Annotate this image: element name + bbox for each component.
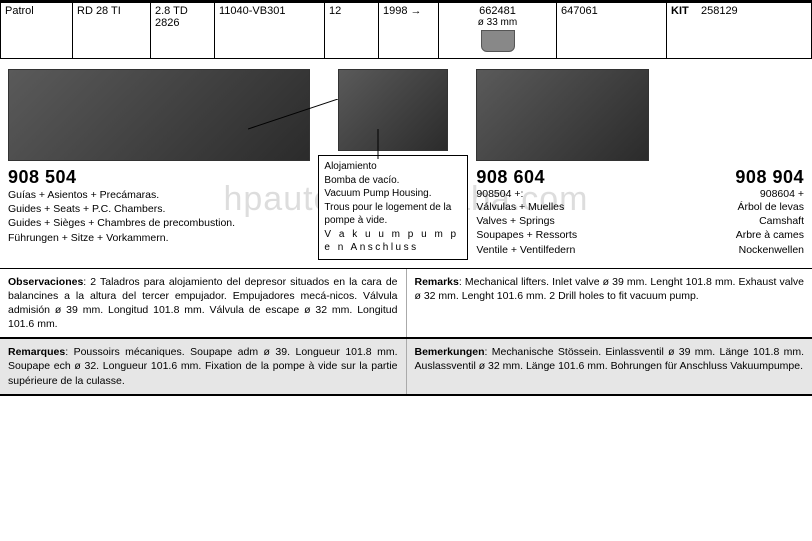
- cell-kit: KIT 258129: [667, 3, 812, 59]
- subpart-dim: ø 33 mm: [443, 17, 552, 28]
- callout-l5: V a k u u m p u m p e n Anschluss: [324, 228, 462, 255]
- ra-l2: Valves + Springs: [476, 214, 649, 228]
- callout-box: Alojamiento Bomba de vacío. Vacuum Pump …: [318, 155, 468, 260]
- cell-year: 1998 →: [379, 3, 439, 59]
- cell-model: Patrol: [1, 3, 73, 59]
- rb-l4: Nockenwellen: [657, 243, 804, 257]
- cell-col8: 647061: [557, 3, 667, 59]
- remarks-fr: Remarques: Poussoirs mécaniques. Soupape…: [0, 339, 407, 394]
- ref-b: 908604 +: [657, 188, 804, 200]
- engine-text: RD 28 TI: [77, 5, 121, 17]
- cell-qty: 12: [325, 3, 379, 59]
- remarks-row-2: Remarques: Poussoirs mécaniques. Soupape…: [0, 339, 812, 396]
- ra-l3: Soupapes + Ressorts: [476, 228, 649, 242]
- cell-engine: RD 28 TI: [73, 3, 151, 59]
- callout-l1: Alojamiento: [324, 160, 462, 174]
- cell-displacement: 2.8 TD 2826: [151, 3, 215, 59]
- header-table: Patrol RD 28 TI 2.8 TD 2826 11040-VB301 …: [0, 2, 812, 59]
- cell-oem: 11040-VB301: [215, 3, 325, 59]
- kit-label: KIT: [671, 5, 689, 17]
- left-column: 908 504 Guías + Asientos + Precámaras. G…: [8, 69, 310, 260]
- ra-l1: Válvulas + Muelles: [476, 200, 649, 214]
- callout-l4: Trous pour le logement de la pompe à vid…: [324, 201, 462, 228]
- desc-es: Guías + Asientos + Precámaras.: [8, 188, 310, 202]
- ref-a: 908504 +:: [476, 188, 649, 200]
- disp1-text: 2.8 TD: [155, 5, 210, 17]
- kit-no: 258129: [701, 5, 738, 17]
- detail-photo: [338, 69, 448, 151]
- remarks-es: Observaciones: 2 Taladros para alojamien…: [0, 269, 407, 338]
- oem-text: 11040-VB301: [219, 5, 285, 17]
- callout-column: Alojamiento Bomba de vacío. Vacuum Pump …: [318, 69, 468, 260]
- disp2-text: 2826: [155, 17, 210, 29]
- partno-908504: 908 504: [8, 167, 310, 188]
- model-text: Patrol: [5, 5, 34, 17]
- en-label: Remarks: [415, 276, 459, 288]
- desc-en: Guides + Seats + P.C. Chambers.: [8, 202, 310, 216]
- desc-de: Führungen + Sitze + Vorkammern.: [8, 231, 310, 245]
- col8-text: 647061: [561, 5, 598, 17]
- qty-text: 12: [329, 5, 341, 17]
- en-text: : Mechanical lifters. Inlet valve ø 39 m…: [415, 276, 805, 302]
- bushing-icon: [481, 30, 515, 52]
- cylinder-head-photo-1: [8, 69, 310, 161]
- year-text: 1998 →: [383, 5, 422, 17]
- desc-fr: Guides + Sièges + Chambres de precombust…: [8, 216, 310, 230]
- fr-text: : Poussoirs mécaniques. Soupape adm ø 39…: [8, 346, 398, 386]
- rb-l2: Camshaft: [657, 214, 804, 228]
- es-label: Observaciones: [8, 276, 83, 288]
- callout-l3: Vacuum Pump Housing.: [324, 187, 462, 201]
- remarks-row-1: Observaciones: 2 Taladros para alojamien…: [0, 269, 812, 340]
- remarks-en: Remarks: Mechanical lifters. Inlet valve…: [407, 269, 812, 338]
- cell-subpart: 662481 ø 33 mm: [439, 3, 557, 59]
- right-col-a: 908 604 908504 +: Válvulas + Muelles Val…: [476, 69, 649, 260]
- partno-908604: 908 604: [476, 167, 545, 188]
- callout-l2: Bomba de vacío.: [324, 174, 462, 188]
- de-label: Bemerkungen: [415, 346, 485, 358]
- rb-l3: Arbre à cames: [657, 228, 804, 242]
- mid-section: 908 504 Guías + Asientos + Precámaras. G…: [0, 59, 812, 269]
- catalog-page: hpauto.en.alibaba.com Patrol RD 28 TI 2.…: [0, 0, 812, 396]
- cylinder-head-photo-2: [476, 69, 649, 161]
- ra-l4: Ventile + Ventilfedern: [476, 243, 649, 257]
- partno-908904: 908 904: [657, 167, 804, 188]
- remarks-de: Bemerkungen: Mechanische Stössein. Einla…: [407, 339, 812, 394]
- subpart-no: 662481: [443, 5, 552, 17]
- rb-l1: Árbol de levas: [657, 200, 804, 214]
- right-column: 908 604 908504 +: Válvulas + Muelles Val…: [476, 69, 804, 260]
- right-col-b: 908 904 908604 + Árbol de levas Camshaft…: [657, 69, 804, 260]
- fr-label: Remarques: [8, 346, 65, 358]
- spacer: [657, 69, 804, 167]
